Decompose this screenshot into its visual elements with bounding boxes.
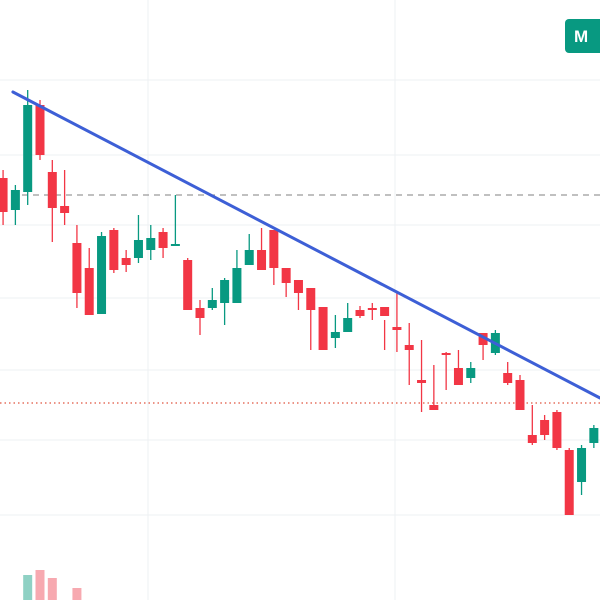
candle-body (343, 318, 353, 332)
candle-body (0, 178, 8, 212)
candle-body (417, 380, 427, 383)
candle-body (392, 327, 402, 330)
candle-body (10, 190, 20, 210)
volume-bar (23, 575, 33, 600)
candle-body (195, 308, 205, 318)
candle-body (355, 310, 365, 316)
candle-body (269, 230, 279, 268)
trendline (11, 90, 600, 400)
candle-body (257, 250, 267, 270)
candle-body (146, 238, 156, 250)
candle-body (441, 353, 451, 355)
candle-body (330, 332, 340, 338)
candle-body (47, 172, 57, 208)
badge-text[interactable]: M (574, 27, 588, 46)
candle-body (589, 428, 599, 443)
candle-body (72, 243, 82, 293)
volume-bar (35, 570, 45, 600)
candle-body (552, 412, 562, 448)
candle-body (429, 405, 439, 410)
candle-body (478, 333, 488, 345)
volume-bar (47, 578, 57, 600)
candle-body (23, 105, 33, 192)
candle-body (35, 105, 45, 155)
volume-bar (72, 588, 82, 600)
candle-body (318, 307, 328, 350)
badge[interactable] (565, 19, 600, 53)
candle-body (121, 258, 131, 265)
candle-body (503, 373, 513, 383)
candle-body (466, 368, 476, 378)
candle-body (564, 450, 574, 515)
candle-body (527, 435, 537, 443)
candle-body (293, 280, 303, 293)
candle-body (183, 260, 193, 310)
candle-body (367, 308, 377, 310)
candle-body (109, 230, 119, 270)
candle-body (158, 232, 168, 248)
candle-body (97, 236, 107, 314)
candle-body (220, 280, 230, 303)
candle-body (170, 244, 180, 246)
candle-body (453, 368, 463, 385)
candle-body (404, 345, 414, 350)
candle-body (60, 206, 70, 213)
candle-body (577, 448, 587, 482)
candle-body (84, 268, 94, 315)
candle-body (380, 307, 390, 316)
candle-body (306, 288, 316, 310)
candle-body (515, 380, 525, 410)
candle-body (244, 250, 254, 265)
candle-body (133, 240, 143, 258)
candle-body (207, 300, 217, 308)
candle-body (540, 420, 550, 435)
candle-body (281, 268, 291, 283)
candle-body (232, 268, 242, 303)
